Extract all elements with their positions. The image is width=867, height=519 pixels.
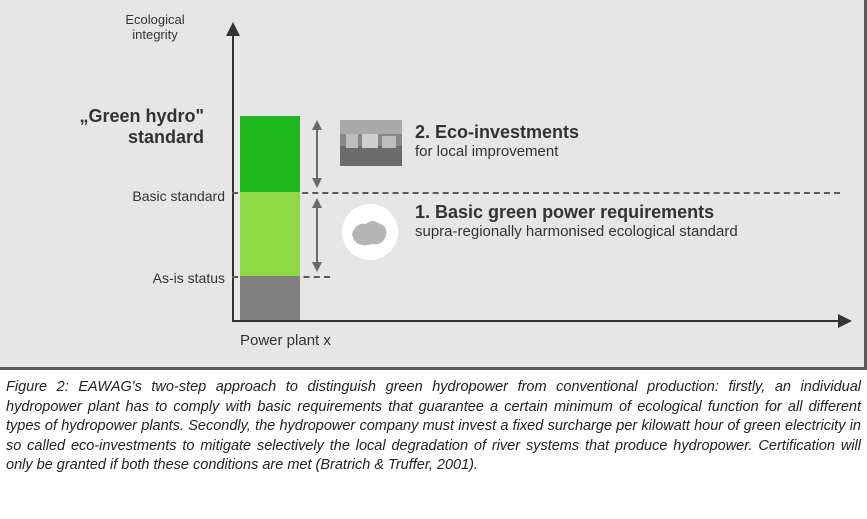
bracket-basic [310,198,324,272]
desc-eco-title: 2. Eco-investments [415,122,579,143]
y-axis-arrow [226,22,240,36]
desc-basic: 1. Basic green power requirements supra-… [415,202,738,240]
label-basic-standard: Basic standard [0,188,225,204]
x-axis-label: Power plant x [240,332,331,349]
label-green-hydro-line2: standard [128,127,204,147]
desc-basic-title: 1. Basic green power requirements [415,202,738,223]
label-as-is: As-is status [0,270,225,286]
bar-basic [240,192,300,276]
desc-basic-sub: supra-regionally harmonised ecological s… [415,223,738,240]
figure-caption: Figure 2: EAWAG's two-step approach to d… [0,370,867,482]
x-axis [232,320,840,322]
bar-as-is [240,276,300,320]
desc-eco-sub: for local improvement [415,143,579,160]
desc-eco: 2. Eco-investments for local improvement [415,122,579,160]
chart-area: Ecological integrity „Green hydro" stand… [0,0,867,370]
thumb-eco [340,120,402,166]
dashed-basic [232,192,840,194]
figure: Ecological integrity „Green hydro" stand… [0,0,867,482]
label-green-hydro: „Green hydro" standard [0,106,204,148]
label-green-hydro-line1: „Green hydro" [79,106,204,126]
thumb-basic [342,204,398,260]
y-axis-label: Ecological integrity [110,12,200,42]
x-axis-arrow [838,314,852,328]
bar-green [240,116,300,192]
bracket-eco [310,120,324,188]
